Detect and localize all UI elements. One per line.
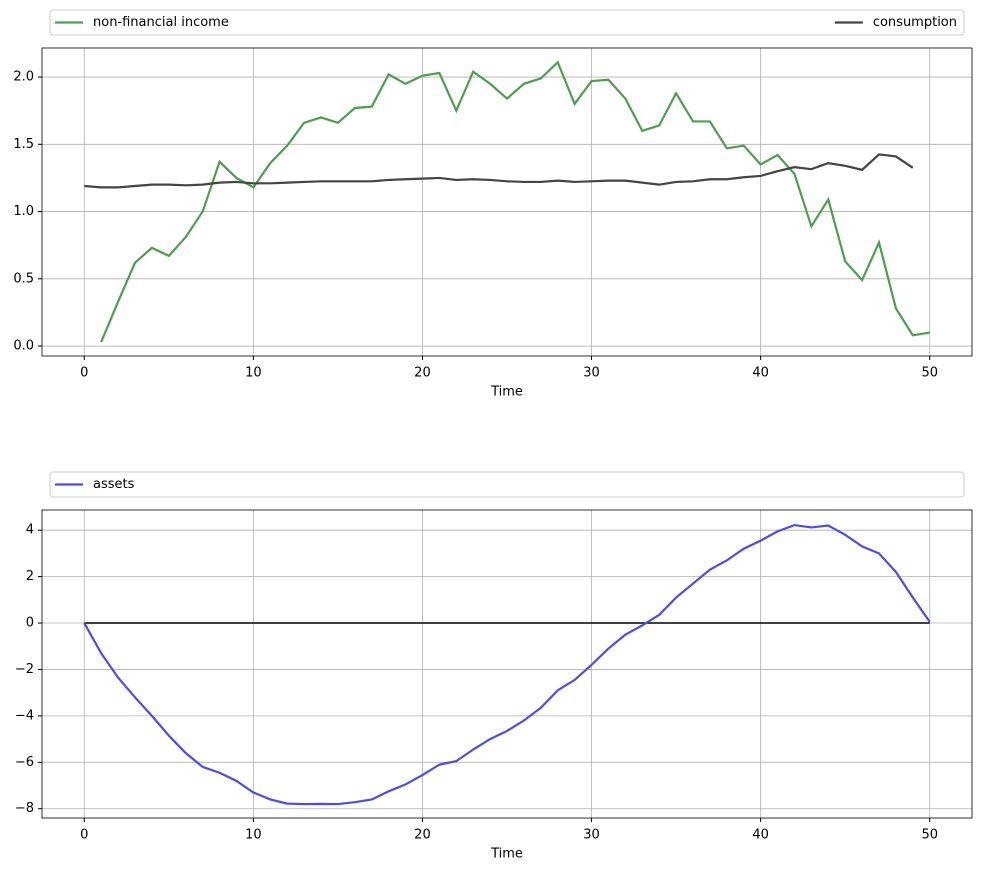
y-tick-label: 2.0	[13, 70, 34, 85]
y-tick-label: 2	[26, 569, 34, 584]
x-tick-label: 30	[583, 828, 600, 843]
y-tick-label: 1.0	[13, 204, 34, 219]
x-tick-label: 10	[245, 366, 262, 381]
series-line	[83, 523, 931, 806]
y-tick-label: 0.5	[13, 271, 34, 286]
plot-frame	[41, 509, 973, 819]
x-axis-label: Time	[490, 847, 523, 862]
y-tick-label: 0	[26, 616, 34, 631]
series-line	[84, 153, 914, 189]
y-tick-label: −6	[15, 755, 34, 770]
x-tick-label: 40	[752, 366, 769, 381]
x-tick-label: 50	[921, 828, 938, 843]
legend-box	[49, 9, 965, 36]
y-tick-label: −2	[15, 662, 34, 677]
x-tick-label: 20	[414, 828, 431, 843]
x-tick-label: 40	[752, 828, 769, 843]
y-tick-label: 1.5	[13, 137, 34, 152]
x-tick-label: 10	[245, 828, 262, 843]
y-tick-label: −8	[15, 801, 34, 816]
x-tick-label: 0	[80, 828, 88, 843]
series-line	[100, 60, 930, 343]
legend-label: assets	[93, 477, 135, 492]
y-tick-label: 4	[26, 523, 34, 538]
x-tick-label: 30	[583, 366, 600, 381]
legend-box	[49, 471, 965, 498]
plot-frame	[41, 47, 973, 357]
y-tick-label: −4	[15, 708, 34, 723]
x-tick-label: 20	[414, 366, 431, 381]
legend-label: consumption	[873, 15, 957, 30]
legend-label: non-financial income	[93, 15, 229, 30]
x-tick-label: 0	[80, 366, 88, 381]
y-tick-label: 0.0	[13, 339, 34, 354]
x-axis-label: Time	[490, 385, 523, 400]
x-tick-label: 50	[921, 366, 938, 381]
